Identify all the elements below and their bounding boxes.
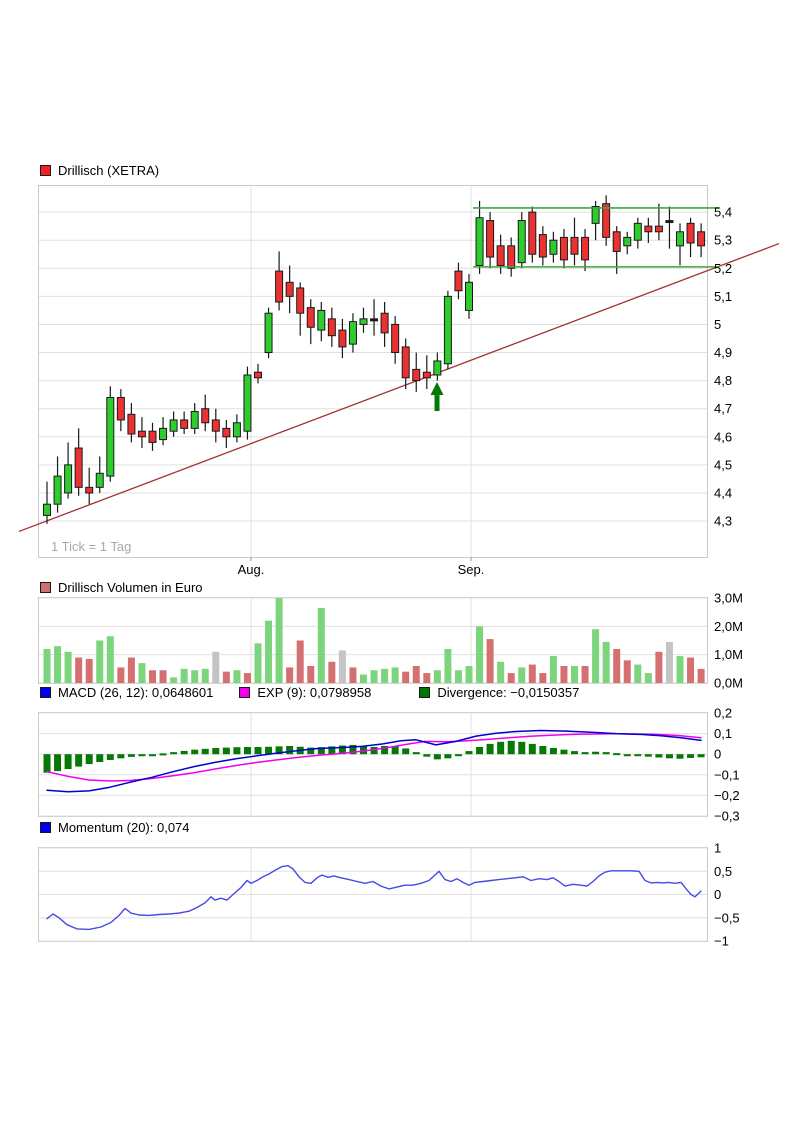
price-series-marker-icon <box>40 165 51 176</box>
svg-text:−0,2: −0,2 <box>714 788 740 803</box>
svg-text:4,5: 4,5 <box>714 457 732 472</box>
svg-text:Aug.: Aug. <box>238 562 265 577</box>
tick-note: 1 Tick = 1 Tag <box>51 539 131 554</box>
volume-legend: Drillisch Volumen in Euro <box>40 580 203 595</box>
volume-chart-canvas: 3,0M 2,0M 1,0M 0,0M <box>38 591 743 691</box>
svg-text:0,5: 0,5 <box>714 864 732 879</box>
macd-series-marker-icon <box>40 687 51 698</box>
svg-text:1: 1 <box>714 841 721 856</box>
price-chart-canvas: 1 Tick = 1 Tag Aug. Sep. 5,4 5,3 5,2 5,1 5 4,9 4,… <box>18 185 780 577</box>
svg-text:4,7: 4,7 <box>714 401 732 416</box>
svg-text:2,0M: 2,0M <box>714 619 743 634</box>
svg-text:0,1: 0,1 <box>714 726 732 741</box>
svg-text:5,1: 5,1 <box>714 289 732 304</box>
volume-series-label: Drillisch Volumen in Euro <box>58 580 203 595</box>
svg-text:1,0M: 1,0M <box>714 647 743 662</box>
svg-text:0,2: 0,2 <box>714 706 732 721</box>
divergence-series-marker-icon <box>419 687 431 698</box>
svg-text:−0,3: −0,3 <box>714 809 740 824</box>
exp-series-marker-icon <box>239 687 251 698</box>
svg-text:−0,1: −0,1 <box>714 767 740 782</box>
svg-text:5,2: 5,2 <box>714 261 732 276</box>
macd-legend-item: MACD (26, 12): 0,0648601 <box>40 685 213 700</box>
svg-text:−0,5: −0,5 <box>714 910 740 925</box>
svg-text:Sep.: Sep. <box>458 562 485 577</box>
macd-legend: MACD (26, 12): 0,0648601 EXP (9): 0,0798… <box>40 685 579 700</box>
momentum-series-marker-icon <box>40 822 51 833</box>
svg-text:0: 0 <box>714 887 721 902</box>
divergence-series-label: Divergence: −0,0150357 <box>437 685 580 700</box>
svg-text:4,6: 4,6 <box>714 429 732 444</box>
price-series-label: Drillisch (XETRA) <box>58 163 160 178</box>
svg-text:4,9: 4,9 <box>714 345 732 360</box>
exp-series-label: EXP (9): 0,0798958 <box>257 685 372 700</box>
svg-text:5,3: 5,3 <box>714 233 732 248</box>
svg-text:0,0M: 0,0M <box>714 676 743 691</box>
svg-text:−1: −1 <box>714 934 729 949</box>
price-legend: Drillisch (XETRA) <box>40 163 159 178</box>
macd-chart-canvas: 0,2 0,1 0 −0,1 −0,2 −0,3 <box>38 706 740 824</box>
svg-text:4,3: 4,3 <box>714 514 732 529</box>
svg-text:0: 0 <box>714 747 721 762</box>
exp-legend-item: EXP (9): 0,0798958 <box>239 685 371 700</box>
svg-text:3,0M: 3,0M <box>714 591 743 606</box>
svg-text:5,4: 5,4 <box>714 205 732 220</box>
volume-series-marker-icon <box>40 582 51 593</box>
divergence-legend-item: Divergence: −0,0150357 <box>419 685 579 700</box>
momentum-series-label: Momentum (20): 0,074 <box>58 820 190 835</box>
momentum-legend: Momentum (20): 0,074 <box>40 820 190 835</box>
svg-text:4,8: 4,8 <box>714 373 732 388</box>
momentum-chart-canvas: 1 0,5 0 −0,5 −1 <box>38 841 740 949</box>
macd-series-label: MACD (26, 12): 0,0648601 <box>58 685 214 700</box>
svg-text:5: 5 <box>714 317 721 332</box>
svg-text:4,4: 4,4 <box>714 485 732 500</box>
